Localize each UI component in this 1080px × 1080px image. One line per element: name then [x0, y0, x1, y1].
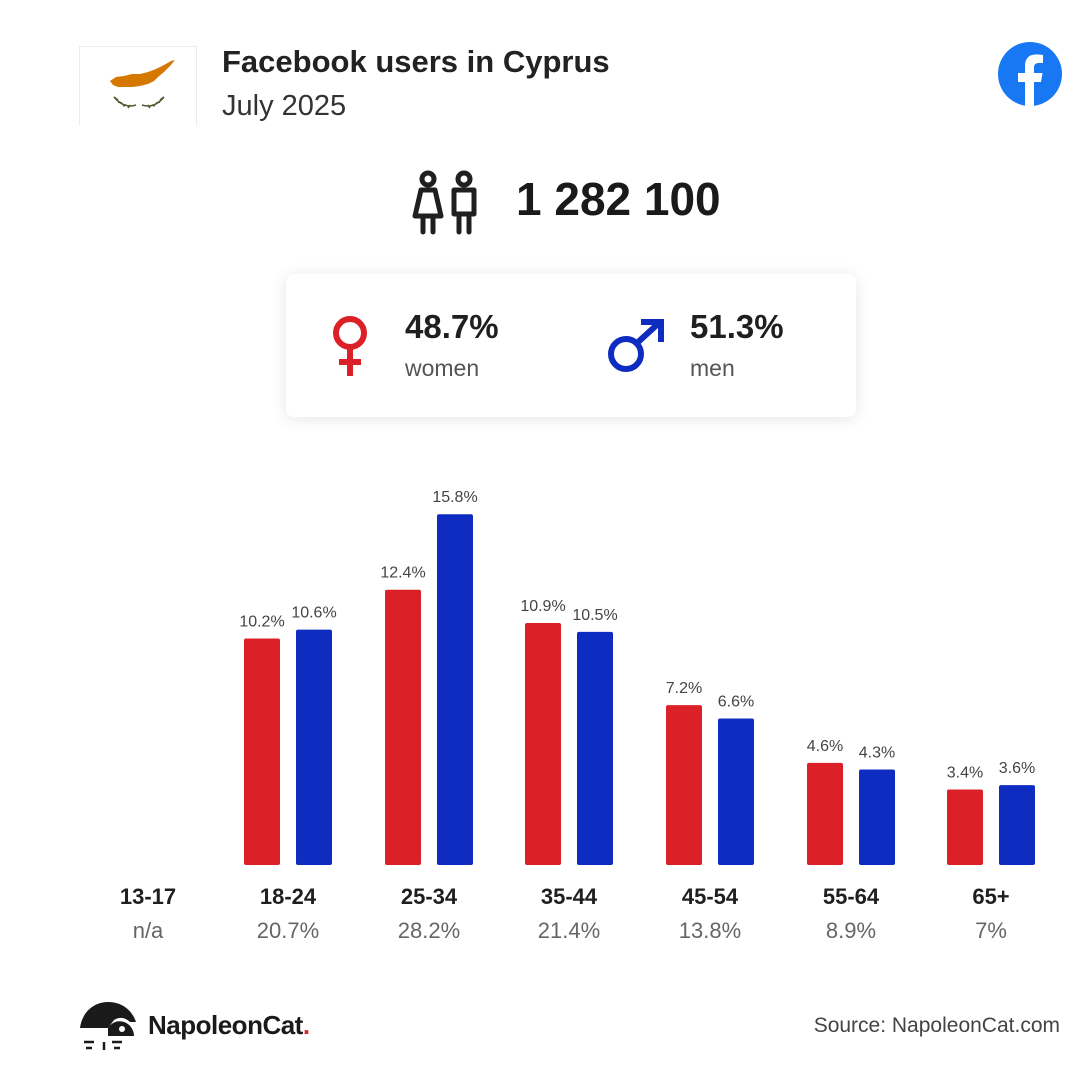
data-label-18-24-series-1: 10.2%: [239, 614, 284, 631]
women-label: women: [405, 355, 480, 381]
data-label-65+-series-1: 3.4%: [947, 765, 983, 782]
men-label: men: [690, 355, 735, 381]
bar-25-34-series-2: [437, 514, 473, 865]
category-share-13-17: n/a: [132, 918, 164, 943]
bar-65+-series-2: [999, 785, 1035, 865]
brand-name: NapoleonCat.: [148, 1010, 310, 1041]
source-text: Source: NapoleonCat.com: [813, 1014, 1060, 1037]
brand-name-text: NapoleonCat: [148, 1010, 303, 1040]
bar-45-54-series-1: [666, 705, 702, 865]
data-label-55-64-series-1: 4.6%: [807, 738, 843, 755]
bar-18-24-series-1: [244, 638, 280, 865]
bar-55-64-series-1: [807, 762, 843, 865]
category-share-55-64: 8.9%: [825, 918, 877, 943]
bar-45-54-series-2: [718, 718, 754, 865]
men-percentage: 51.3%: [690, 308, 784, 345]
category-share-45-54: 13.8%: [678, 918, 742, 943]
age-gender-bar-chart: 10.2% 10.6% 12.4% 15.8% 10.9% 10.5% 7.2% 6.6% 4.…: [239, 489, 1035, 865]
data-label-35-44-series-1: 10.9%: [520, 598, 565, 615]
category-label-35-44: 35-44: [540, 884, 598, 909]
brand-dot: .: [302, 1010, 310, 1040]
data-label-18-24-series-2: 10.6%: [291, 605, 336, 622]
data-label-65+-series-2: 3.6%: [999, 760, 1035, 777]
women-percentage: 48.7%: [405, 308, 499, 345]
bar-25-34-series-1: [385, 589, 421, 865]
facebook-logo-icon: [998, 42, 1062, 106]
chart-title: Facebook users in Cyprus: [222, 44, 610, 79]
bar-18-24-series-2: [296, 629, 332, 865]
napoleoncat-logo-icon: [80, 1002, 136, 1050]
total-users: 1 282 100: [516, 173, 721, 225]
data-label-55-64-series-2: 4.3%: [859, 745, 895, 762]
chart-subtitle: July 2025: [222, 90, 347, 122]
female-symbol-icon: [333, 316, 367, 376]
gender-split-card: 48.7% women 51.3% men: [286, 274, 856, 417]
bar-65+-series-1: [947, 789, 983, 865]
male-symbol-icon: [608, 319, 664, 372]
category-label-18-24: 18-24: [259, 884, 317, 909]
data-label-45-54-series-2: 6.6%: [718, 693, 754, 710]
category-label-55-64: 55-64: [822, 884, 880, 909]
category-share-35-44: 21.4%: [537, 918, 601, 943]
bar-35-44-series-2: [577, 631, 613, 865]
data-label-25-34-series-1: 12.4%: [380, 565, 425, 582]
category-share-25-34: 28.2%: [397, 918, 461, 943]
data-label-25-34-series-2: 15.8%: [432, 489, 477, 506]
data-label-35-44-series-2: 10.5%: [572, 607, 617, 624]
category-label-25-34: 25-34: [400, 884, 458, 909]
category-share-18-24: 20.7%: [256, 918, 320, 943]
category-label-45-54: 45-54: [681, 884, 739, 909]
category-label-65+: 65+: [972, 884, 1010, 909]
data-label-45-54-series-1: 7.2%: [666, 680, 702, 697]
bar-55-64-series-2: [859, 769, 895, 865]
bar-35-44-series-1: [525, 623, 561, 865]
category-share-65+: 7%: [975, 918, 1007, 943]
cyprus-flag-icon: [79, 46, 197, 126]
category-label-13-17: 13-17: [119, 884, 177, 909]
users-icon: [412, 170, 477, 235]
